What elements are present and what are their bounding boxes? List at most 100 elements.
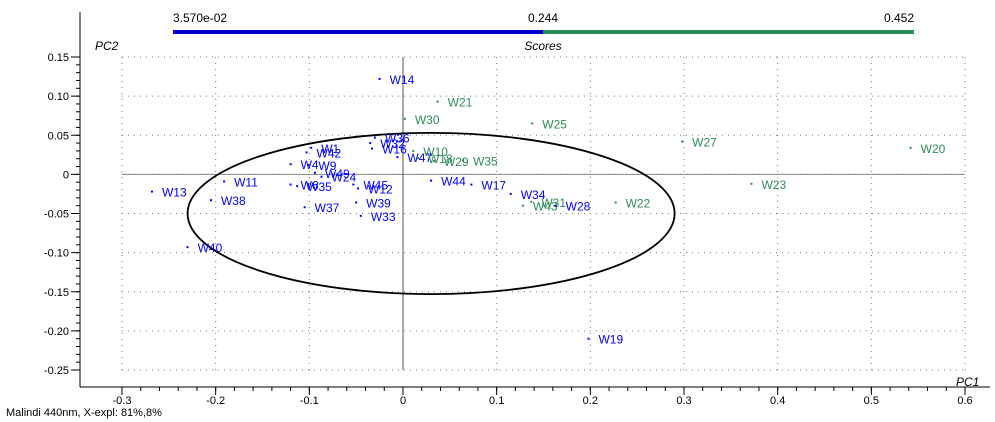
data-point [150,190,153,193]
point-label: W11 [234,175,258,189]
y-tick-label: 0.10 [48,91,69,103]
footer-caption: Malindi 440nm, X-expl: 81%,8% [6,407,162,419]
data-point [355,201,358,204]
data-point [209,199,212,202]
axes [79,12,990,388]
point-label: W47 [407,151,432,165]
point-label: W24 [332,171,357,185]
point-label: W44 [441,175,466,189]
point-label: W23 [761,178,786,192]
data-point [530,200,533,203]
x-tick-label: 0.6 [957,395,972,405]
point-label: W25 [542,118,567,132]
point-label: W22 [626,197,651,211]
x-tick-label: -0.3 [113,395,132,405]
point-label: W13 [162,186,187,200]
point-label: W9 [318,159,336,173]
point-label: W18 [428,152,453,166]
data-point [373,136,376,139]
point-label: W21 [448,96,473,110]
point-label: W19 [598,333,623,347]
point-label: W31 [541,196,566,210]
data-point [305,151,308,154]
data-point [430,179,433,182]
data-point [470,183,473,186]
data-point [521,204,524,207]
point-label: W14 [390,73,415,87]
colorbar-high-segment [543,30,914,34]
point-label: W45 [363,179,388,193]
data-point [357,187,360,190]
y-tick-label: 0.15 [48,52,69,64]
data-point [223,180,226,183]
data-point [531,122,534,125]
data-point [186,246,189,249]
x-tick-label: -0.1 [300,395,319,405]
data-point [750,182,753,185]
x-tick-label: 0.1 [489,395,504,405]
data-point [289,163,292,166]
y-tick-label: 0.05 [48,130,69,142]
data-point [432,160,435,163]
scores-plot: 0.150.100.050-0.05-0.10-0.15-0.20-0.25-0… [44,11,990,405]
data-point [909,146,912,149]
data-point [369,142,372,145]
point-label: W4 [301,158,319,172]
point-label: W43 [533,200,558,214]
data-point [296,185,299,188]
point-label: W49 [325,167,350,181]
y-tick-label: 0 [63,169,69,181]
colorbar-low-segment [173,30,543,34]
point-label: W42 [317,146,342,160]
data-point [681,140,684,143]
data-point [396,156,399,159]
data-point [614,201,617,204]
data-point [359,214,362,217]
y-tick-label: -0.20 [44,326,69,338]
point-label: W20 [921,142,946,156]
data-point [307,163,310,166]
point-label: W30 [415,113,440,127]
data-point [416,156,419,159]
point-label: W36 [385,132,410,146]
x-tick-label: 0.5 [864,395,879,405]
point-label: W28 [566,200,591,214]
point-label: W34 [521,188,546,202]
x-tick-label: 0 [400,395,406,405]
y-tick-label: -0.10 [44,248,69,260]
data-point [412,149,415,152]
point-label: W39 [366,197,391,211]
data-point [320,175,323,178]
colorbar-label-max: 0.452 [884,11,914,25]
data-point [378,77,381,80]
point-label: W35 [307,180,332,194]
data-point [310,146,313,149]
data-point [436,100,439,103]
point-label: W17 [481,179,506,193]
point-label: W1 [321,142,339,156]
data-point [352,183,355,186]
x-tick-label: 0.3 [676,395,691,405]
data-point [289,183,292,186]
colorbar-label-min: 3.570e-02 [173,11,227,25]
y-axis-label: PC2 [95,39,119,53]
point-label: W38 [221,194,246,208]
colorbar-label-mid: 0.244 [528,11,558,25]
data-point [403,117,406,120]
x-tick-label: 0.4 [770,395,785,405]
point-label: W35 [473,154,498,168]
point-label: W10 [423,145,448,159]
axis-ticks: 0.150.100.050-0.05-0.10-0.15-0.20-0.25-0… [44,52,973,405]
score-colorbar: 3.570e-02 0.244 0.452 [173,11,914,34]
data-point [313,171,316,174]
point-label: W40 [198,241,223,255]
point-label: W33 [371,210,396,224]
point-label: W37 [315,201,340,215]
data-point [461,159,464,162]
point-label: W12 [368,182,393,196]
point-label: W29 [444,155,469,169]
y-tick-label: -0.15 [44,287,69,299]
y-tick-label: -0.05 [44,209,69,221]
x-axis-label: PC1 [956,375,979,389]
